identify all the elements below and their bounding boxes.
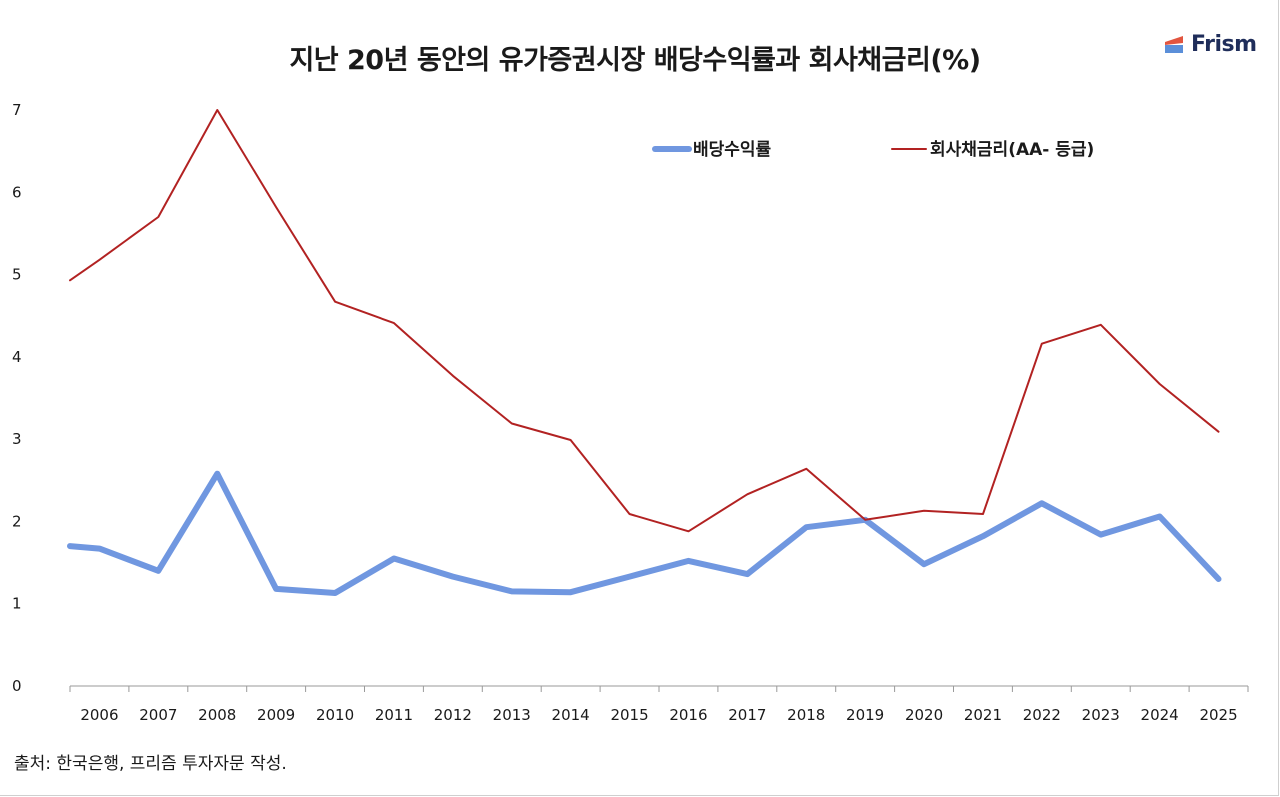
brand-logo: Frism: [1163, 30, 1257, 58]
x-tick-label: 2015: [610, 706, 648, 724]
source-note: 출처: 한국은행, 프리즘 투자자문 작성.: [14, 754, 287, 774]
x-tick-label: 2025: [1199, 706, 1237, 724]
x-tick-label: 2014: [552, 706, 590, 724]
x-tick-label: 2019: [846, 706, 884, 724]
y-tick-label: 5: [12, 266, 22, 284]
x-tick-label: 2007: [139, 706, 177, 724]
x-tick-label: 2020: [905, 706, 943, 724]
x-tick-label: 2009: [257, 706, 295, 724]
y-tick-label: 0: [12, 677, 22, 695]
y-tick-label: 1: [12, 595, 22, 613]
x-tick-label: 2022: [1023, 706, 1061, 724]
x-tick-label: 2021: [964, 706, 1002, 724]
x-tick-label: 2012: [434, 706, 472, 724]
chart-legend: 배당수익률 회사채금리(AA- 등급): [652, 140, 1094, 160]
x-axis-tick-labels: 2006 2007 2008 2009 2010 2011 2012 2013 2014 2015…: [80, 706, 1237, 724]
y-axis-tick-labels: 0 1 2 3 4 5 6 7: [12, 101, 22, 695]
legend-label: 배당수익률: [693, 140, 772, 160]
frism-logo-icon: [1165, 36, 1183, 53]
y-tick-label: 4: [12, 348, 22, 366]
x-tick-label: 2010: [316, 706, 354, 724]
y-tick-label: 7: [12, 101, 22, 119]
legend-label: 회사채금리(AA- 등급): [930, 140, 1094, 160]
y-tick-label: 2: [12, 512, 22, 530]
y-tick-label: 3: [12, 430, 22, 448]
corporate-bond-rate-line: [69, 109, 1220, 533]
x-tick-label: 2011: [375, 706, 413, 724]
x-tick-label: 2024: [1141, 706, 1179, 724]
x-tick-label: 2023: [1082, 706, 1120, 724]
x-tick-label: 2013: [493, 706, 531, 724]
x-tick-label: 2017: [728, 706, 766, 724]
line-chart: 0 1 2 3 4 5 6 7 2006 2007 2008 2009 2010 2011 2012 201…: [12, 101, 1249, 724]
x-tick-label: 2006: [80, 706, 118, 724]
chart-title: 지난 20년 동안의 유가증권시장 배당수익률과 회사채금리(%): [289, 45, 981, 76]
chart-axes: [69, 685, 1249, 692]
chart-series: [67, 109, 1222, 596]
y-tick-label: 6: [12, 183, 22, 201]
dividend-yield-line: [67, 470, 1222, 596]
x-tick-label: 2016: [669, 706, 707, 724]
brand-name: Frism: [1191, 31, 1257, 57]
x-tick-label: 2008: [198, 706, 236, 724]
x-tick-label: 2018: [787, 706, 825, 724]
